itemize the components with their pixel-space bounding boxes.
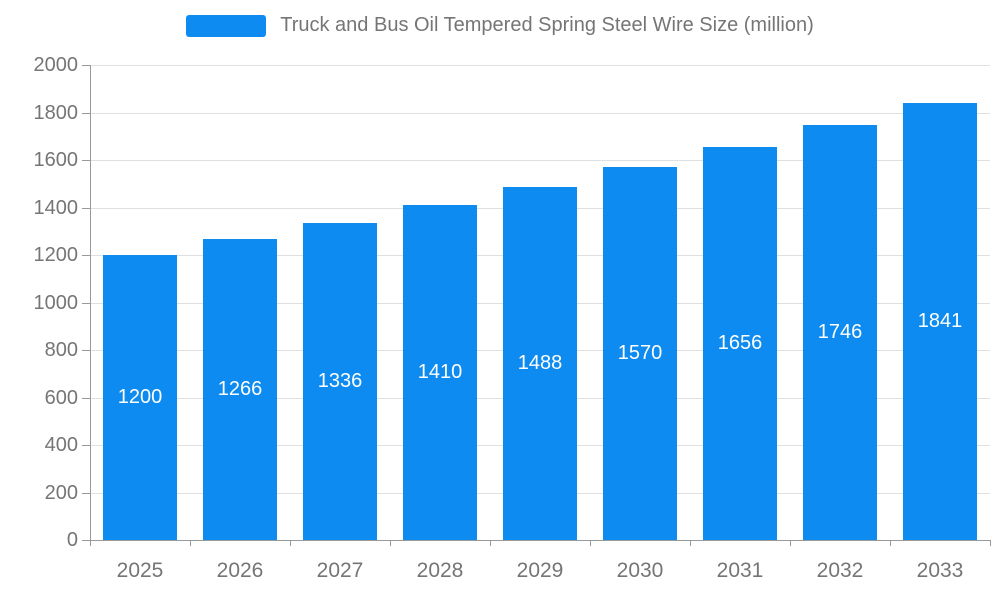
y-tick-label: 800 — [44, 339, 78, 361]
bar: 1200 — [103, 255, 177, 540]
y-tick-mark — [82, 255, 90, 256]
bar: 1266 — [203, 239, 277, 540]
y-tick-label: 1400 — [33, 196, 79, 219]
x-tick-mark — [690, 540, 691, 546]
x-tick-label: 2030 — [616, 559, 664, 582]
y-tick-mark — [82, 112, 90, 114]
x-tick-mark — [990, 540, 991, 546]
gridline — [90, 160, 990, 161]
bar: 1410 — [403, 205, 477, 540]
y-tick-mark — [82, 397, 90, 399]
legend: Truck and Bus Oil Tempered Spring Steel … — [0, 14, 1000, 37]
x-tick-mark — [590, 540, 591, 546]
gridline — [90, 112, 990, 114]
bar: 1746 — [803, 125, 877, 540]
bar-value-label: 1488 — [517, 351, 563, 374]
x-axis-line — [90, 540, 990, 541]
y-tick-label: 1200 — [33, 244, 79, 266]
x-tick-label: 2033 — [916, 559, 964, 582]
legend-swatch — [186, 14, 267, 37]
x-tick-label: 2027 — [316, 559, 364, 582]
x-tick-mark — [190, 540, 191, 546]
x-tick-mark — [390, 540, 391, 546]
y-tick-mark — [82, 160, 90, 161]
y-tick-label: 200 — [44, 481, 78, 504]
y-tick-mark — [82, 445, 90, 446]
bar-value-label: 1200 — [117, 386, 163, 408]
x-tick-label: 2028 — [416, 559, 464, 582]
y-tick-mark — [82, 65, 90, 66]
x-tick-label: 2026 — [216, 559, 264, 582]
bar-value-label: 1841 — [917, 309, 963, 332]
x-tick-mark — [490, 540, 491, 546]
x-tick-label: 2025 — [116, 559, 164, 582]
bar: 1656 — [703, 146, 777, 540]
bar-value-label: 1656 — [717, 331, 763, 354]
x-tick-label: 2032 — [816, 559, 864, 582]
x-tick-mark — [890, 540, 891, 546]
bar: 1841 — [903, 102, 977, 540]
x-tick-label: 2029 — [516, 559, 564, 582]
chart-title: Truck and Bus Oil Tempered Spring Steel … — [280, 14, 814, 36]
bar: 1570 — [603, 167, 677, 540]
y-tick-label: 1000 — [33, 291, 79, 314]
y-tick-mark — [82, 492, 90, 494]
y-tick-mark — [82, 302, 90, 304]
bar-value-label: 1410 — [417, 361, 463, 384]
x-tick-label: 2031 — [716, 559, 764, 582]
y-tick-mark — [82, 207, 90, 209]
y-tick-label: 600 — [44, 386, 78, 409]
y-tick-label: 1600 — [33, 149, 79, 171]
bar: 1336 — [303, 222, 377, 540]
y-axis-line — [90, 65, 91, 540]
x-tick-mark — [90, 540, 91, 546]
y-tick-mark — [82, 540, 90, 541]
y-tick-label: 0 — [66, 529, 78, 551]
y-tick-label: 1800 — [33, 101, 79, 124]
y-tick-mark — [82, 350, 90, 351]
y-tick-label: 2000 — [33, 54, 79, 76]
bar-value-label: 1746 — [817, 321, 863, 344]
x-tick-mark — [790, 540, 791, 546]
bar-value-label: 1570 — [617, 342, 663, 365]
bar-value-label: 1266 — [217, 378, 263, 401]
bar-value-label: 1336 — [317, 369, 363, 392]
y-tick-label: 400 — [44, 434, 78, 456]
x-tick-mark — [290, 540, 291, 546]
gridline — [90, 65, 990, 66]
bar: 1488 — [503, 186, 577, 540]
